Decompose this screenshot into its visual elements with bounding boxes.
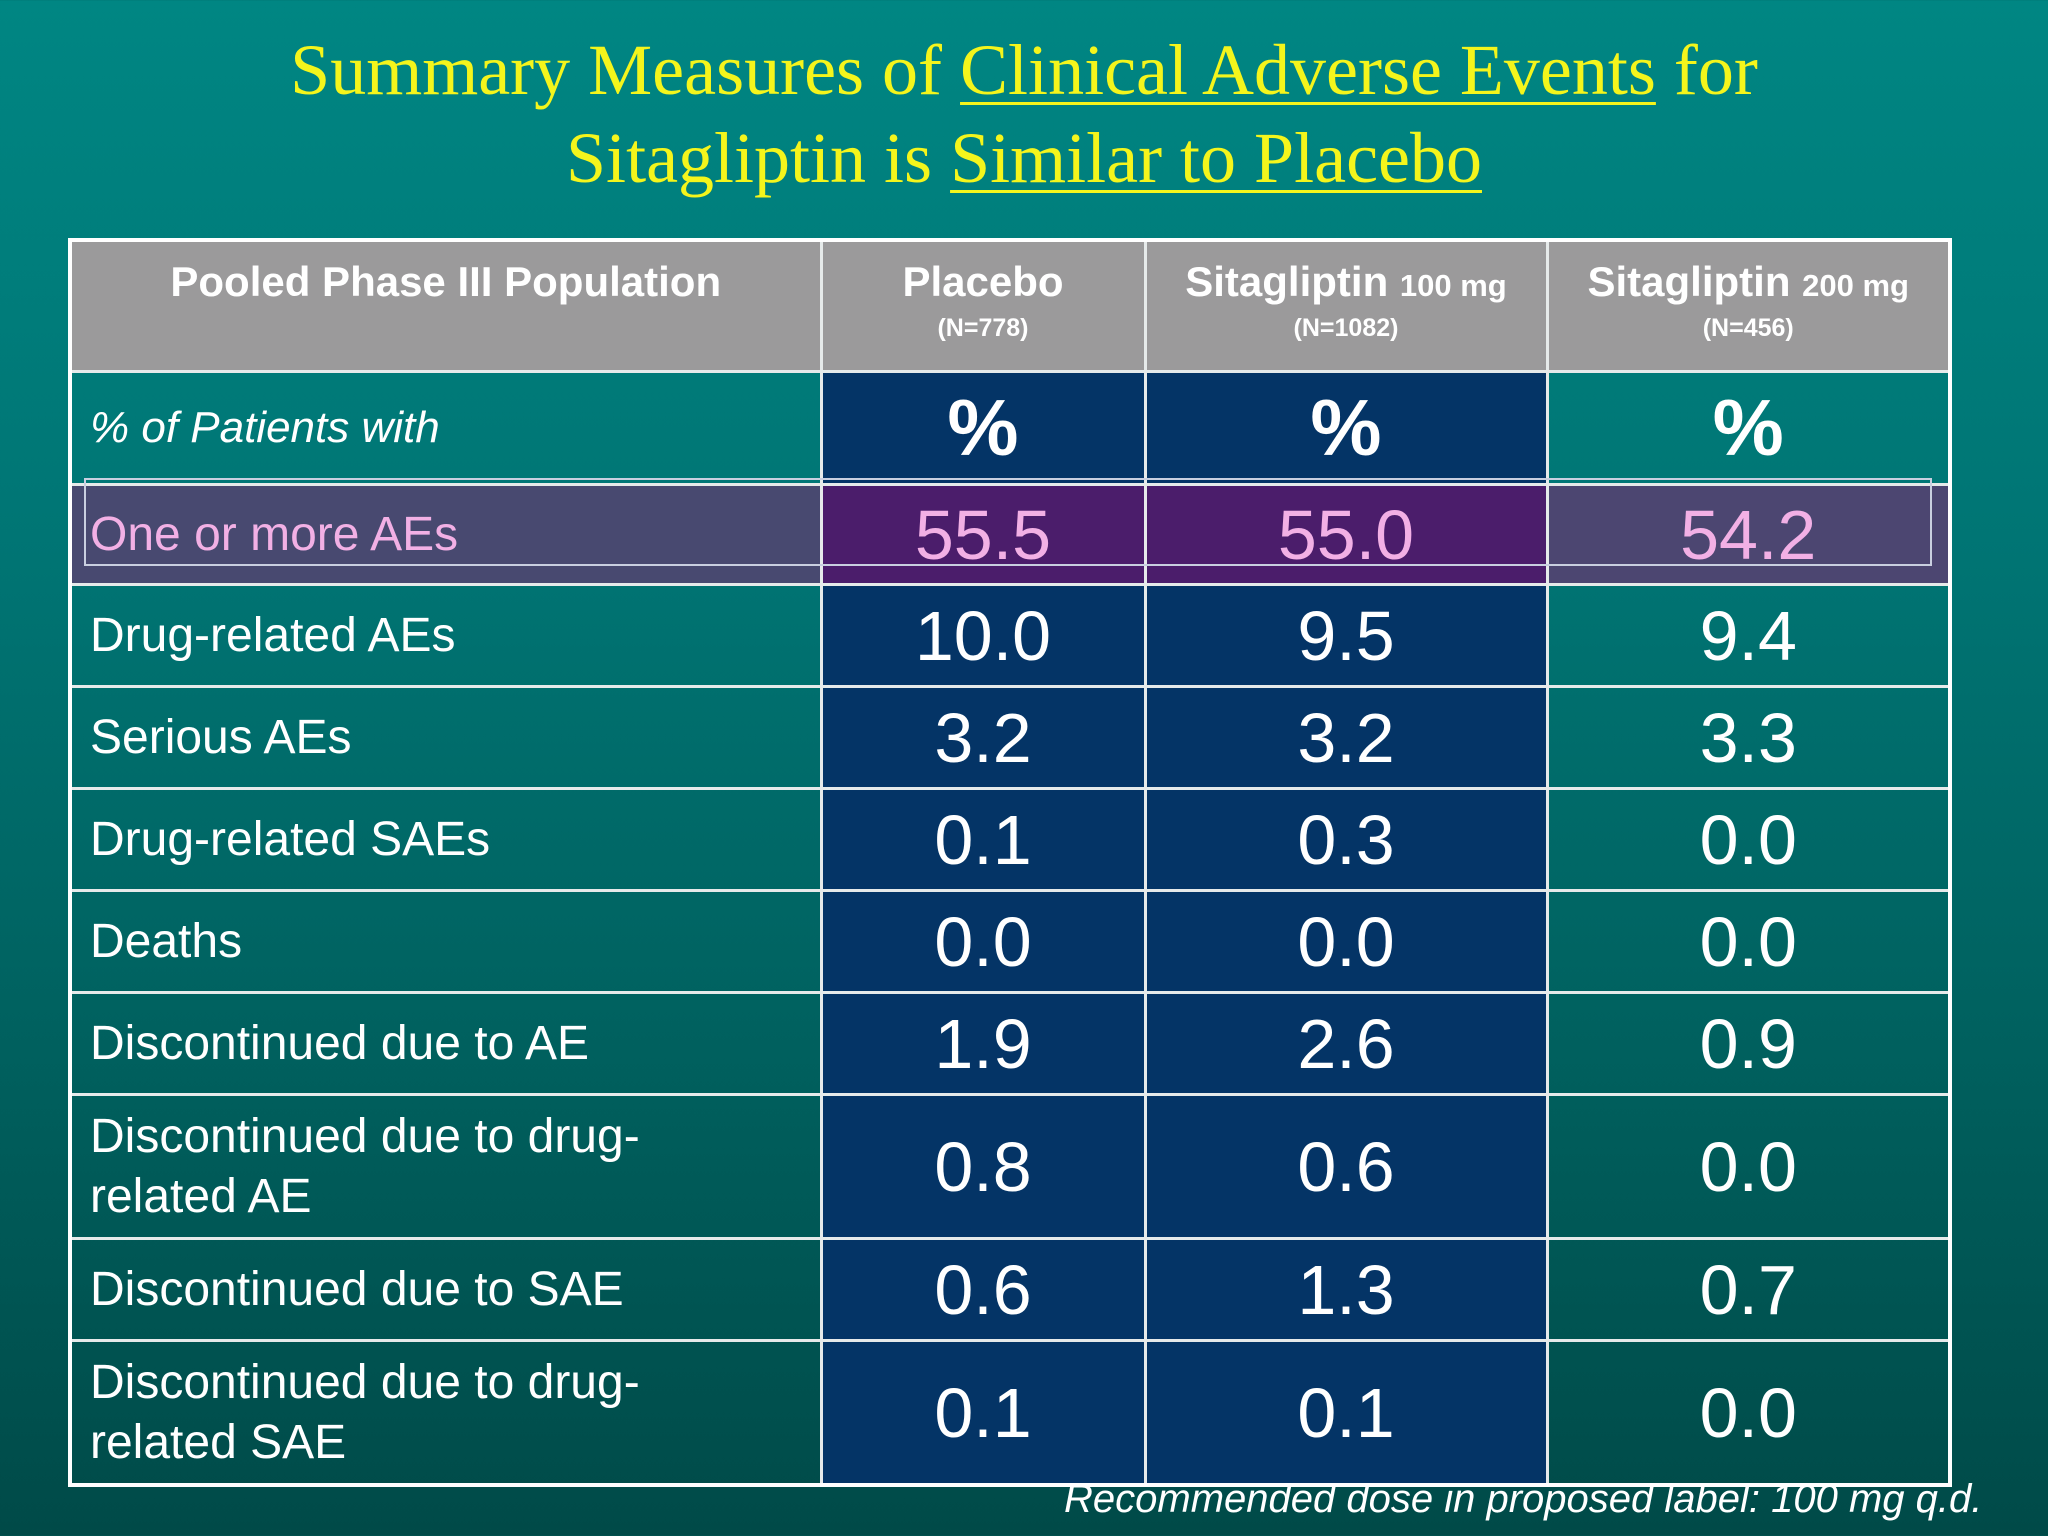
cell-sitagliptin-200: 0.9 xyxy=(1545,991,1952,1096)
title-underlined-phrase-2: Similar to Placebo xyxy=(950,118,1482,198)
cell-sitagliptin-200: 3.3 xyxy=(1545,685,1952,790)
row-label: % of Patients with xyxy=(68,370,823,486)
table-header-row: Pooled Phase III Population Placebo (N=77… xyxy=(68,238,1952,373)
row-label: Discontinued due to AE xyxy=(68,991,823,1096)
cell-sitagliptin-200: 54.2 xyxy=(1545,483,1952,586)
cell-placebo: 55.5 xyxy=(819,483,1147,586)
row-label: Deaths xyxy=(68,889,823,994)
cell-sitagliptin-200: 9.4 xyxy=(1545,583,1952,688)
cell-placebo: 0.1 xyxy=(819,787,1147,892)
cell-sitagliptin-100: 2.6 xyxy=(1143,991,1549,1096)
header-sitagliptin-100: Sitagliptin 100 mg (N=1082) xyxy=(1143,238,1549,373)
cell-sitagliptin-200: 0.0 xyxy=(1545,787,1952,892)
row-label: Discontinued due to drug-related AE xyxy=(68,1093,823,1240)
header-sitagliptin-200: Sitagliptin 200 mg (N=456) xyxy=(1545,238,1952,373)
table-row: Drug-related AEs 10.0 9.5 9.4 xyxy=(68,583,1952,688)
footer-note: Recommended dose in proposed label: 100 … xyxy=(1064,1477,1983,1521)
row-label: Drug-related AEs xyxy=(68,583,823,688)
unit-row: % of Patients with % % % xyxy=(68,370,1952,486)
unit-placebo: % xyxy=(819,370,1147,486)
table-row-highlighted: One or more AEs 55.5 55.0 54.2 xyxy=(68,483,1952,586)
cell-sitagliptin-100: 55.0 xyxy=(1143,483,1549,586)
unit-sitagliptin-100: % xyxy=(1143,370,1549,486)
cell-placebo: 10.0 xyxy=(819,583,1147,688)
header-population: Pooled Phase III Population xyxy=(68,238,823,373)
cell-sitagliptin-100: 0.0 xyxy=(1143,889,1549,994)
table-row: Deaths 0.0 0.0 0.0 xyxy=(68,889,1952,994)
title-line-2: Sitagliptin is Similar to Placebo xyxy=(566,118,1482,198)
row-label: One or more AEs xyxy=(68,483,823,586)
cell-sitagliptin-200: 0.7 xyxy=(1545,1237,1952,1342)
cell-sitagliptin-100: 0.6 xyxy=(1143,1093,1549,1240)
title-line-1: Summary Measures of Clinical Adverse Eve… xyxy=(290,30,1758,110)
table-row: Drug-related SAEs 0.1 0.3 0.0 xyxy=(68,787,1952,892)
header-placebo: Placebo (N=778) xyxy=(819,238,1147,373)
cell-sitagliptin-200: 0.0 xyxy=(1545,889,1952,994)
row-label: Discontinued due to SAE xyxy=(68,1237,823,1342)
cell-sitagliptin-100: 9.5 xyxy=(1143,583,1549,688)
cell-placebo: 0.6 xyxy=(819,1237,1147,1342)
row-label: Discontinued due to drug-related SAE xyxy=(68,1339,823,1487)
table-row: Discontinued due to drug-related AE 0.8 … xyxy=(68,1093,1952,1240)
cell-placebo: 0.0 xyxy=(819,889,1147,994)
cell-sitagliptin-100: 1.3 xyxy=(1143,1237,1549,1342)
title-underlined-phrase-1: Clinical Adverse Events xyxy=(960,30,1656,110)
table-row: Discontinued due to drug-related SAE 0.1… xyxy=(68,1339,1952,1487)
cell-placebo: 3.2 xyxy=(819,685,1147,790)
cell-placebo: 0.8 xyxy=(819,1093,1147,1240)
row-label: Drug-related SAEs xyxy=(68,787,823,892)
cell-placebo: 0.1 xyxy=(819,1339,1147,1487)
cell-placebo: 1.9 xyxy=(819,991,1147,1096)
cell-sitagliptin-200: 0.0 xyxy=(1545,1093,1952,1240)
cell-sitagliptin-100: 0.1 xyxy=(1143,1339,1549,1487)
cell-sitagliptin-100: 3.2 xyxy=(1143,685,1549,790)
slide-title: Summary Measures of Clinical Adverse Eve… xyxy=(0,26,2048,202)
table-row: Serious AEs 3.2 3.2 3.3 xyxy=(68,685,1952,790)
cell-sitagliptin-200: 0.0 xyxy=(1545,1339,1952,1487)
unit-sitagliptin-200: % xyxy=(1545,370,1952,486)
adverse-events-table: Pooled Phase III Population Placebo (N=77… xyxy=(68,238,1952,1487)
row-label: Serious AEs xyxy=(68,685,823,790)
table-row: Discontinued due to AE 1.9 2.6 0.9 xyxy=(68,991,1952,1096)
cell-sitagliptin-100: 0.3 xyxy=(1143,787,1549,892)
table-row: Discontinued due to SAE 0.6 1.3 0.7 xyxy=(68,1237,1952,1342)
